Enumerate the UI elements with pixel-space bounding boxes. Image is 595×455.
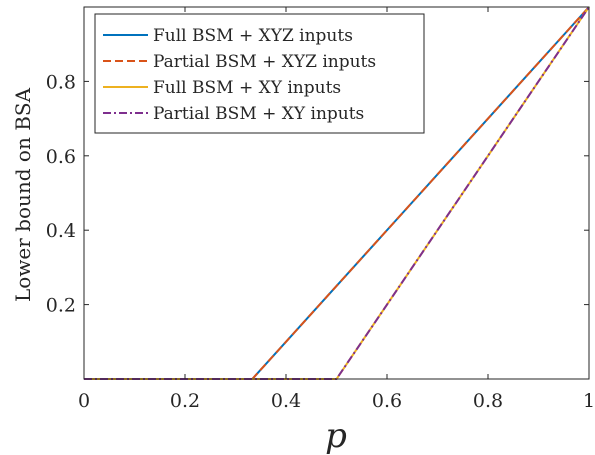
legend: Full BSM + XYZ inputs Partial BSM + XYZ i… bbox=[94, 13, 425, 134]
y-tick-label: 0.2 bbox=[46, 295, 76, 317]
x-tick-label: 0.4 bbox=[271, 390, 301, 412]
x-tick-label: 0.6 bbox=[372, 390, 402, 412]
legend-label-2: Partial BSM + XYZ inputs bbox=[153, 52, 376, 72]
y-axis-label: Lower bound on BSA bbox=[11, 87, 35, 302]
y-tick-label: 0.6 bbox=[46, 146, 76, 168]
x-tick-label: 1 bbox=[583, 390, 595, 412]
legend-box bbox=[94, 13, 425, 134]
y-tick-label: 0.4 bbox=[46, 220, 76, 242]
x-axis-label: p bbox=[325, 416, 347, 455]
x-tick-label: 0 bbox=[78, 390, 90, 412]
x-tick-label: 0.8 bbox=[473, 390, 503, 412]
y-tick-label: 0.8 bbox=[46, 71, 76, 93]
legend-label-1: Full BSM + XYZ inputs bbox=[153, 26, 353, 46]
axes-frame bbox=[83, 6, 590, 380]
axis-ticks: 0 0.2 0.4 0.6 0.8 1 0.2 0.4 0.6 0.8 bbox=[46, 7, 595, 412]
legend-label-3: Full BSM + XY inputs bbox=[153, 78, 341, 98]
legend-label-4: Partial BSM + XY inputs bbox=[153, 104, 364, 124]
x-tick-label: 0.2 bbox=[170, 390, 200, 412]
